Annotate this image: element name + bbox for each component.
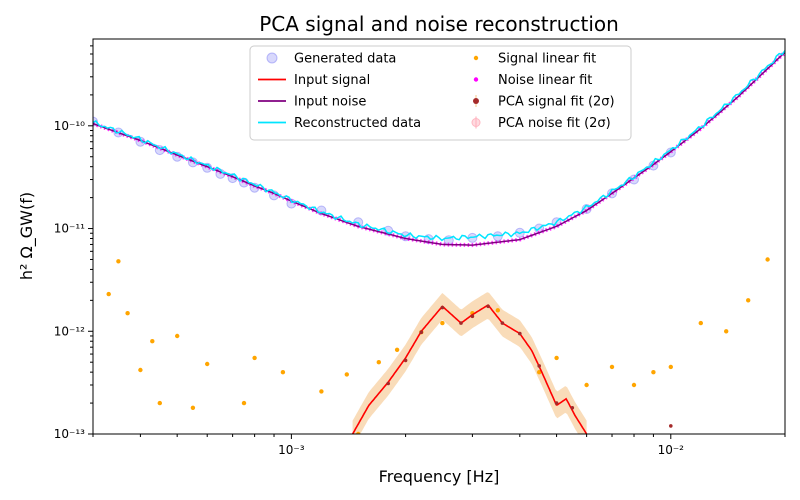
legend-entry: PCA signal fit (2σ) <box>473 95 615 110</box>
legend-label: PCA signal fit (2σ) <box>498 95 615 110</box>
signal-linear-fit-point <box>746 298 751 303</box>
signal-linear-fit-point <box>440 320 445 326</box>
legend-box <box>249 45 632 141</box>
signal-linear-fit-point <box>280 370 286 375</box>
signal-linear-fit-point <box>125 311 130 316</box>
reconstructed-data-line <box>93 50 785 242</box>
legend-marker-swatch <box>471 118 481 127</box>
pca-signal-fit-point <box>440 305 445 310</box>
y-tick-label: 10⁻¹³ <box>54 427 85 441</box>
input-signal-line <box>351 304 588 434</box>
y-tick-label: 10⁻¹¹ <box>54 222 85 236</box>
legend-label: Signal linear fit <box>498 52 596 67</box>
signal-linear-fit-point <box>319 389 324 394</box>
legend: Generated data Input signal Input noise Rec… <box>249 45 632 141</box>
x-tick-label: 10⁻³ <box>278 443 305 457</box>
legend-entry: Input noise <box>258 95 366 110</box>
axes-ticks: 10⁻³ 10⁻² 10⁻¹³ 10⁻¹² 10⁻¹¹ 10⁻¹⁰ <box>54 45 786 457</box>
signal-linear-fit-point <box>241 400 247 406</box>
signal-linear-fit-point <box>150 339 155 344</box>
signal-linear-fit-point <box>537 370 542 375</box>
y-tick-label: 10⁻¹² <box>54 324 85 338</box>
pca-signal-fit-point <box>470 314 475 319</box>
legend-label: Noise linear fit <box>498 73 592 88</box>
signal-linear-fit-point <box>205 361 210 367</box>
y-axis-label: h² Ω_GW(f) <box>17 192 37 280</box>
signal-linear-fit-point <box>175 333 180 339</box>
signal-linear-fit-point <box>116 259 121 264</box>
legend-label: Reconstructed data <box>294 116 421 131</box>
pca-signal-fit-point <box>459 321 463 325</box>
legend-entry: Input signal <box>258 73 370 88</box>
pca-signal-fit-point <box>500 321 505 325</box>
signal-linear-fit-point <box>356 431 361 434</box>
signal-linear-fit-point <box>668 364 673 370</box>
signal-linear-fit-point <box>554 355 559 361</box>
legend-entry: Generated data <box>266 52 396 67</box>
signal-linear-fit-point <box>157 400 162 406</box>
pca-signal-fit-point <box>386 381 391 386</box>
pca-signal-fit-point <box>669 424 673 428</box>
legend-label: Input signal <box>294 73 370 88</box>
signal-linear-fit-point <box>344 372 349 377</box>
x-tick-label: 10⁻² <box>658 443 685 457</box>
signal-linear-fit-point <box>252 355 257 361</box>
y-tick-label: 10⁻¹⁰ <box>54 119 85 133</box>
pca-signal-fit-point <box>403 358 408 363</box>
legend-entry: Reconstructed data <box>258 116 421 131</box>
signal-linear-fit-point <box>631 382 637 388</box>
pca-signal-fit-point <box>486 304 490 309</box>
pca-signal-fit-point <box>537 364 541 368</box>
signal-linear-fit-point <box>609 364 615 370</box>
plot-data-layer <box>93 50 785 434</box>
signal-linear-fit-point <box>765 257 770 262</box>
signal-linear-fit-point <box>394 347 400 352</box>
chart-title: PCA signal and noise reconstruction <box>259 12 619 36</box>
legend-entry: PCA noise fit (2σ) <box>471 116 611 131</box>
signal-uncertainty-band <box>352 292 587 434</box>
signal-linear-fit-point <box>190 405 196 410</box>
legend-label: Generated data <box>294 52 396 67</box>
input-noise-line <box>93 51 785 246</box>
signal-linear-fit-point <box>495 308 500 313</box>
legend-label: Input noise <box>294 95 366 110</box>
signal-linear-fit-point <box>376 360 381 365</box>
pca-signal-fit-point <box>570 406 575 410</box>
legend-entry: Signal linear fit <box>473 52 596 67</box>
legend-entry: Noise linear fit <box>473 73 592 88</box>
signal-linear-fit-point <box>651 370 656 375</box>
signal-linear-fit-point <box>138 367 143 373</box>
legend-marker-swatch <box>473 77 479 82</box>
plot-frame <box>92 38 786 435</box>
pca-signal-fit-point <box>518 331 522 336</box>
pca-signal-fit-point <box>419 330 424 335</box>
legend-marker-swatch <box>473 55 479 61</box>
legend-marker-swatch <box>266 52 278 64</box>
legend-marker-swatch <box>473 98 479 104</box>
legend-label: PCA noise fit (2σ) <box>498 116 611 131</box>
x-axis-label: Frequency [Hz] <box>379 467 500 486</box>
signal-linear-fit-point <box>724 329 729 334</box>
pca-signal-fit-point <box>554 401 559 405</box>
signal-linear-fit-point <box>698 320 703 326</box>
signal-linear-fit-point <box>584 382 589 388</box>
signal-linear-fit-point <box>106 291 111 297</box>
